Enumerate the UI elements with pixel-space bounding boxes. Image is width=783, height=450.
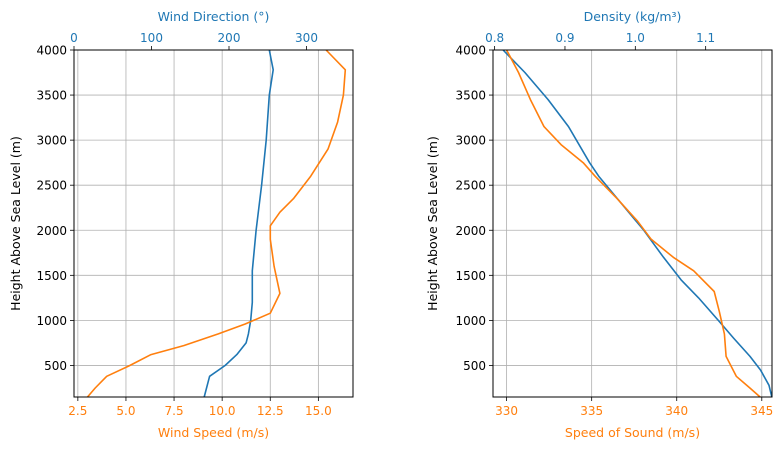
wind-bottom-tick-label: 2.5	[68, 404, 87, 418]
atmosphere-bottom-tick-label: 340	[665, 404, 688, 418]
atmosphere-top-tick-label: 0.9	[555, 31, 574, 45]
wind-top-axis-series-line	[203, 49, 275, 398]
wind-series	[86, 49, 347, 398]
wind-top-tick-label: 0	[70, 31, 78, 45]
atmosphere-top-axis-series-line	[502, 49, 773, 398]
atmosphere-top-tick-label: 1.1	[696, 31, 715, 45]
wind-top-tick-label: 200	[218, 31, 241, 45]
wind-speed-axis-label: Wind Speed (m/s)	[158, 425, 269, 440]
wind-bottom-tick-label: 12.5	[257, 404, 284, 418]
wind-y-tick-label: 3000	[36, 134, 67, 148]
atmosphere-ticks: 500 1000 1500 2000 2500 3000 3500 4000 330 335 340…	[455, 31, 773, 418]
atmosphere-y-tick-label: 500	[463, 359, 486, 373]
wind-y-axis-label: Height Above Sea Level (m)	[8, 136, 23, 311]
atmosphere-profile-panel: 500 1000 1500 2000 2500 3000 3500 4000 330 335 340…	[425, 9, 773, 440]
atmosphere-bottom-tick-label: 335	[580, 404, 603, 418]
wind-y-tick-label: 3500	[36, 89, 67, 103]
atmosphere-plot-frame	[492, 49, 773, 398]
wind-y-tick-label: 1000	[36, 314, 67, 328]
wind-y-tick-label: 1500	[36, 269, 67, 283]
wind-top-tick-label: 300	[295, 31, 318, 45]
wind-bottom-tick-label: 15.0	[305, 404, 332, 418]
atmosphere-bottom-tick-label: 345	[750, 404, 773, 418]
atmosphere-y-tick-label: 4000	[455, 44, 486, 58]
atmosphere-bottom-tick-label: 330	[495, 404, 518, 418]
speed-of-sound-axis-label: Speed of Sound (m/s)	[565, 425, 700, 440]
atmosphere-y-axis-label: Height Above Sea Level (m)	[425, 136, 440, 311]
atmosphere-top-tick-label: 1.0	[626, 31, 645, 45]
atmosphere-y-tick-label: 2500	[455, 179, 486, 193]
wind-plot-frame	[73, 49, 354, 398]
atmosphere-y-tick-label: 3500	[455, 89, 486, 103]
atmosphere-y-tick-label: 1500	[455, 269, 486, 283]
wind-bottom-tick-label: 7.5	[165, 404, 184, 418]
atmosphere-top-tick-label: 0.8	[485, 31, 504, 45]
wind-bottom-axis-series-line	[86, 49, 347, 398]
wind-y-tick-label: 4000	[36, 44, 67, 58]
wind-bottom-tick-label: 5.0	[116, 404, 135, 418]
atmosphere-bottom-axis-series-line	[505, 49, 761, 398]
atmosphere-y-tick-label: 3000	[455, 134, 486, 148]
wind-direction-axis-label: Wind Direction (°)	[158, 9, 270, 24]
wind-grid	[74, 49, 353, 397]
wind-bottom-tick-label: 10.0	[209, 404, 236, 418]
atmosphere-y-tick-label: 1000	[455, 314, 486, 328]
atmosphere-series	[502, 49, 773, 398]
wind-y-tick-label: 500	[44, 359, 67, 373]
wind-y-tick-label: 2000	[36, 224, 67, 238]
wind-y-tick-label: 2500	[36, 179, 67, 193]
wind-top-tick-label: 100	[140, 31, 163, 45]
density-axis-label: Density (kg/m³)	[584, 9, 682, 24]
atmosphere-y-tick-label: 2000	[455, 224, 486, 238]
